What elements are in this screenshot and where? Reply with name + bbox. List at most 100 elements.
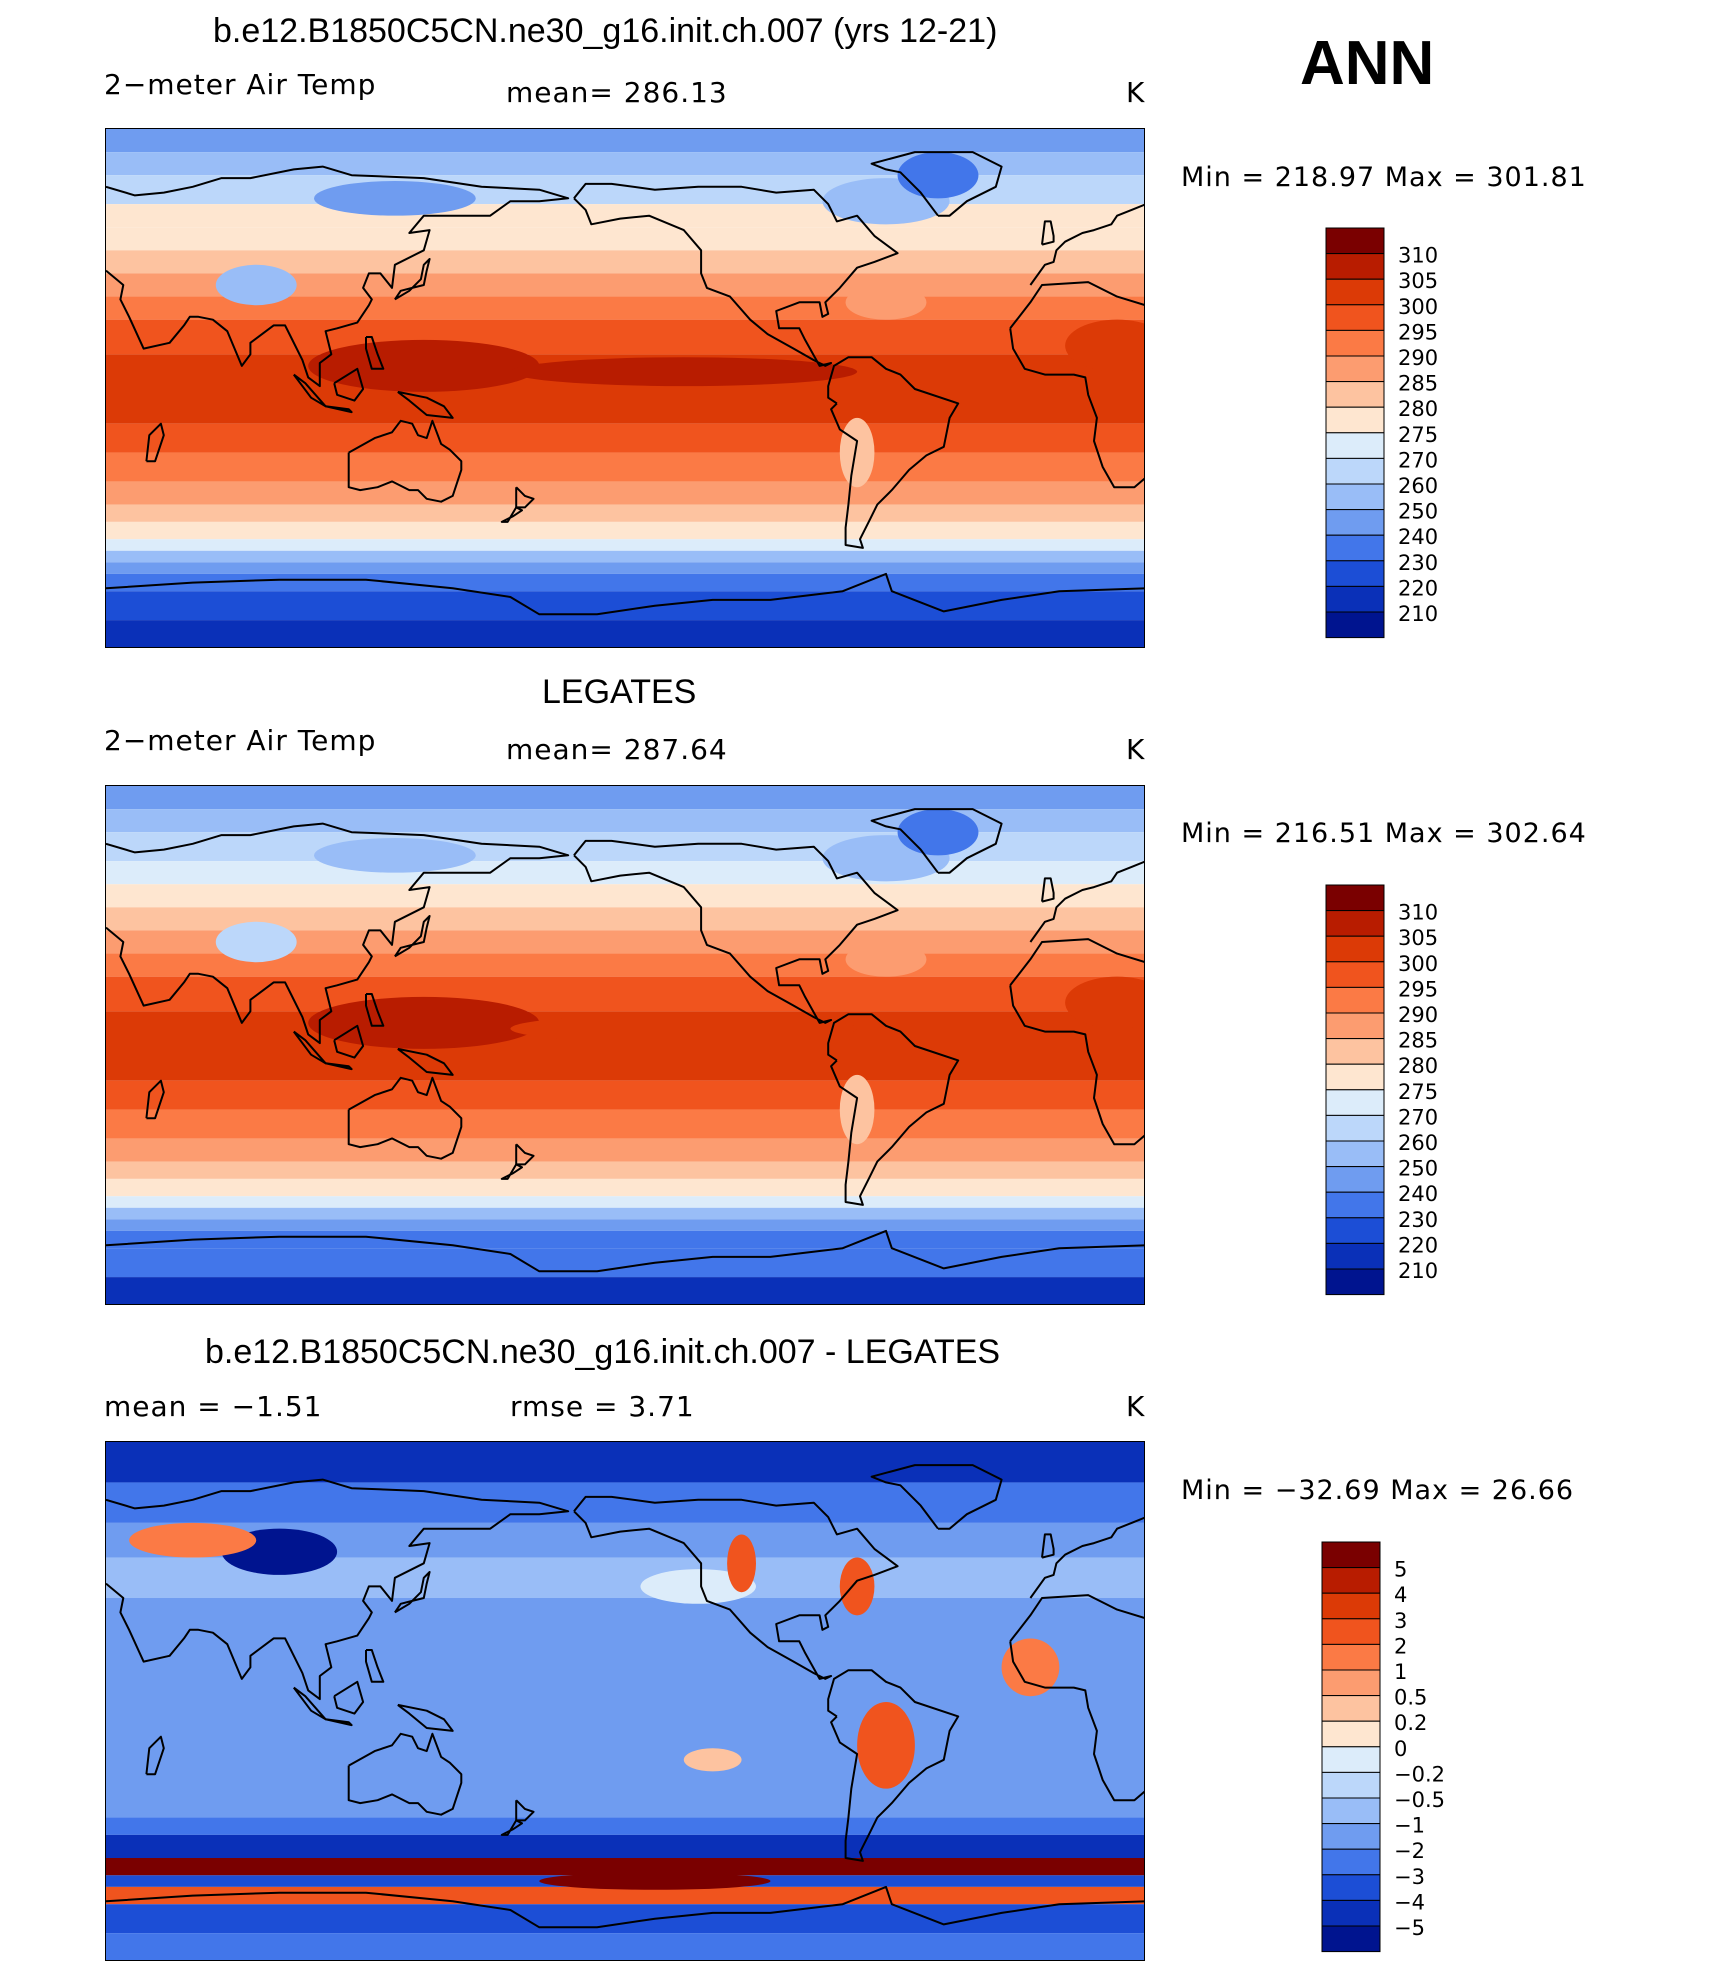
coastlines — [106, 1464, 1144, 1929]
colorbar-swatch — [1325, 534, 1385, 562]
colorbar-tick-label: −2 — [1394, 1839, 1425, 1863]
colorbar-tick-label: 0.5 — [1394, 1686, 1427, 1710]
coastline — [397, 1703, 454, 1732]
contour-band — [106, 539, 1144, 551]
colorbar-swatch — [1321, 1797, 1381, 1825]
map-svg — [106, 786, 1144, 1304]
contour-region — [1001, 1638, 1060, 1697]
contour-region — [845, 285, 927, 320]
colorbar-swatch — [1325, 585, 1385, 613]
contour-band — [106, 423, 1144, 453]
colorbar-swatch — [1321, 1925, 1381, 1953]
colorbar-swatch — [1325, 227, 1385, 255]
contour-band — [106, 1834, 1144, 1858]
colorbar-tick-label: 4 — [1394, 1583, 1407, 1607]
contour-band — [106, 1219, 1144, 1231]
contour-band — [106, 809, 1144, 833]
contour-region — [510, 1014, 858, 1044]
contour-band — [106, 1196, 1144, 1208]
colorbar-tick-label: 250 — [1398, 1157, 1438, 1181]
colorbar-swatch — [1325, 611, 1385, 639]
colorbar-tick-label: 300 — [1398, 295, 1438, 319]
coastline — [106, 1229, 1144, 1273]
colorbar-swatch — [1325, 1038, 1385, 1065]
contour-band — [106, 1904, 1144, 1934]
coastline — [1041, 220, 1055, 246]
coastline — [1009, 281, 1144, 489]
coastline — [500, 1819, 523, 1836]
colorbar-swatch — [1321, 1874, 1381, 1901]
colorbar-swatch — [1325, 432, 1385, 459]
colorbar-tick-label: 270 — [1398, 1105, 1438, 1129]
colorbar-swatch — [1321, 1592, 1381, 1620]
coastline — [397, 1047, 454, 1076]
colorbar-tick-label: 260 — [1398, 1131, 1438, 1155]
colorbar-swatch — [1321, 1899, 1381, 1927]
panel2-colorbar: 310 305 300 295 290 285 280 275 270 260 250 240 230 2… — [1325, 884, 1476, 1299]
colorbar-tick-label: 220 — [1398, 1233, 1438, 1257]
colorbar-tick-label: −1 — [1394, 1814, 1425, 1838]
colorbar-tick-label: 3 — [1394, 1609, 1407, 1633]
colorbar-tick-label: 305 — [1398, 926, 1438, 950]
coastline — [325, 405, 353, 414]
colorbar-tick-label: −5 — [1394, 1916, 1425, 1940]
colorbar-tick-label: −3 — [1394, 1865, 1425, 1889]
contour-band — [106, 204, 1144, 228]
colorbar-tick-label: 240 — [1398, 1182, 1438, 1206]
contour-band — [106, 1933, 1144, 1960]
contour-region — [314, 181, 476, 216]
contour-band — [106, 620, 1144, 647]
contour-band — [106, 1230, 1144, 1249]
colorbar-tick-label: 240 — [1398, 525, 1438, 549]
coastline — [1041, 877, 1055, 903]
colorbar-swatch — [1325, 884, 1385, 912]
colorbar-swatch — [1321, 1541, 1381, 1569]
panel2-map — [105, 785, 1145, 1305]
colorbar-swatch — [1321, 1823, 1381, 1850]
coastline — [106, 822, 570, 1045]
contour-region — [539, 1872, 771, 1890]
colorbar-swatch — [1321, 1695, 1381, 1722]
coastline — [347, 419, 463, 503]
colorbar-tick-label: 295 — [1398, 320, 1438, 344]
contour-band — [106, 250, 1144, 274]
coastline — [347, 1076, 463, 1160]
contour-region — [845, 942, 927, 977]
coastline — [394, 1571, 431, 1614]
coastline — [333, 367, 365, 402]
colorbar-swatch — [1325, 935, 1385, 963]
coastline — [827, 1669, 960, 1862]
coastline — [394, 258, 431, 301]
colorbar-tick-label: 210 — [1398, 1259, 1438, 1283]
panel3-minmax: Min = −32.69 Max = 26.66 — [1181, 1475, 1575, 1506]
contour-region — [215, 921, 297, 963]
colorbar-swatch — [1325, 253, 1385, 280]
coastline — [515, 486, 535, 509]
colorbar-tick-label: 310 — [1398, 901, 1438, 925]
panel2-variable-label: 2−meter Air Temp — [104, 724, 377, 757]
coastline — [145, 1735, 165, 1776]
panel3-map — [105, 1441, 1145, 1961]
colorbar-tick-label: 290 — [1398, 1003, 1438, 1027]
coastline — [515, 1143, 535, 1166]
contour-band — [106, 227, 1144, 251]
coastlines — [106, 808, 1144, 1273]
panel2-mean-label: mean= 287.64 — [506, 733, 728, 766]
contour-region — [897, 809, 979, 856]
colorbar-tick-label: 295 — [1398, 977, 1438, 1001]
contour-band — [106, 884, 1144, 908]
colorbar-swatch — [1325, 1140, 1385, 1168]
coastline — [365, 993, 385, 1027]
colorbar-svg: 3103053002952902852802752702602502402302… — [1325, 884, 1438, 1296]
colorbar-swatch — [1325, 1242, 1385, 1270]
colorbar-tick-label: 230 — [1398, 551, 1438, 575]
coastline — [500, 1163, 523, 1180]
panel3-colorbar: 5 4 3 2 1 0.5 0.2 0 −0.2 −0.5 −1 −2 −3 −4 −5 — [1321, 1541, 1472, 1956]
contour-region — [510, 357, 858, 387]
colorbar-swatch — [1321, 1669, 1381, 1697]
colorbar-swatch — [1325, 1012, 1385, 1040]
panel1-colorbar: 310 305 300 295 290 285 280 275 270 260 250 240 230 2… — [1325, 227, 1476, 642]
colorbar-swatch — [1325, 509, 1385, 536]
coastline — [515, 1799, 535, 1822]
colorbar-tick-label: 250 — [1398, 500, 1438, 524]
